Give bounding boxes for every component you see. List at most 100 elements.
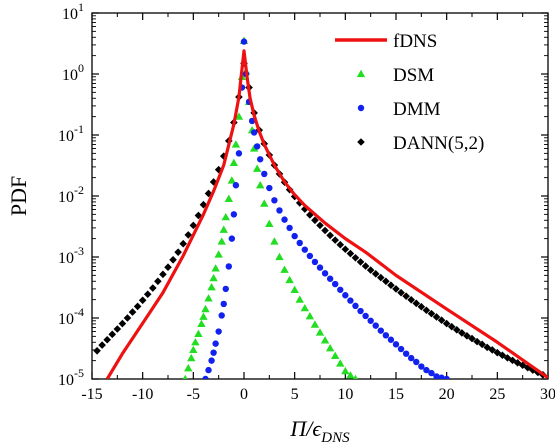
data-point [199, 200, 208, 209]
y-tick-exponent: -5 [74, 366, 84, 380]
data-point [453, 326, 461, 334]
data-point [413, 358, 420, 366]
data-point [275, 252, 284, 261]
y-tick-base: 10 [58, 311, 74, 328]
legend-marker-swatch [356, 69, 366, 78]
data-point [202, 375, 209, 379]
data-point [458, 329, 466, 337]
data-point [356, 258, 365, 266]
data-point [270, 237, 279, 245]
x-tick-label: 30 [540, 386, 555, 403]
x-axis-title-main: Π/ϵ [289, 416, 322, 441]
data-point [214, 250, 223, 258]
data-point [321, 226, 329, 235]
data-point [184, 231, 193, 239]
data-point [478, 340, 486, 349]
legend-entry: DSM [356, 65, 434, 86]
data-point [227, 176, 237, 184]
legend-entry: DANN(5,2) [357, 133, 484, 154]
data-point [98, 341, 106, 349]
legend-label: fDNS [393, 31, 437, 52]
data-point [253, 143, 261, 150]
y-tick-label: 10-3 [58, 244, 84, 267]
data-point [498, 351, 507, 360]
data-point [382, 332, 390, 339]
data-point [123, 314, 132, 322]
data-point [248, 117, 256, 125]
y-tick-label: 10-4 [58, 305, 84, 328]
data-point [235, 150, 243, 157]
data-point [316, 264, 324, 271]
data-point [513, 359, 522, 367]
data-point [194, 211, 203, 220]
legend-label: DMM [393, 99, 441, 120]
data-point [205, 366, 212, 374]
data-point [250, 129, 258, 136]
data-point [437, 316, 446, 325]
data-point [316, 221, 324, 230]
data-point [326, 231, 334, 240]
data-point [208, 357, 215, 364]
y-tick-base: 10 [62, 67, 78, 84]
data-point [320, 336, 330, 344]
series-dsm [182, 36, 358, 379]
data-point [228, 235, 236, 242]
data-point [443, 375, 450, 379]
y-tick-label: 10-5 [58, 366, 84, 389]
data-point [483, 343, 491, 352]
legend-marker-swatch [357, 104, 365, 112]
data-point [225, 263, 232, 270]
series-layer [93, 36, 548, 379]
data-point [103, 335, 111, 344]
data-point [402, 350, 410, 357]
x-tick-label: 5 [291, 386, 299, 403]
plot-frame [91, 12, 549, 380]
data-point [214, 165, 223, 174]
data-point [257, 156, 264, 163]
data-point [252, 164, 262, 172]
data-point [332, 280, 339, 288]
x-tick-label: 25 [489, 386, 505, 403]
data-point [342, 292, 349, 299]
legend-entry: fDNS [335, 31, 437, 52]
data-point [118, 319, 127, 328]
data-point [231, 140, 241, 148]
data-point [427, 309, 436, 318]
data-point [310, 320, 320, 328]
data-point [221, 212, 230, 221]
data-point [357, 307, 364, 315]
data-point [352, 302, 359, 310]
data-point [353, 374, 358, 379]
data-point [306, 252, 314, 260]
data-point [128, 308, 137, 316]
data-point [442, 319, 451, 328]
data-point [265, 219, 274, 227]
data-point [321, 270, 329, 277]
y-tick-label: 10-1 [58, 122, 84, 145]
y-tick-label: 100 [62, 61, 84, 84]
data-point [336, 240, 345, 249]
data-point [428, 369, 435, 377]
data-point [377, 327, 384, 334]
data-point [295, 199, 304, 207]
data-point [230, 211, 238, 218]
x-tick-label: -15 [81, 386, 102, 403]
data-point [412, 299, 421, 308]
legend-marker-swatch [357, 138, 365, 146]
data-point [408, 354, 415, 362]
y-tick-base: 10 [58, 372, 74, 389]
data-point [222, 285, 229, 293]
data-point [438, 374, 445, 379]
data-point [362, 312, 369, 320]
data-point [305, 312, 315, 320]
data-point [418, 363, 425, 370]
data-point [169, 255, 177, 264]
x-tick-label: 0 [240, 386, 248, 403]
x-tick-label: -10 [132, 386, 153, 403]
legend-entry: DMM [357, 99, 441, 120]
data-point [311, 216, 319, 225]
data-point [508, 356, 517, 365]
data-point [249, 144, 259, 152]
data-point [397, 288, 405, 297]
